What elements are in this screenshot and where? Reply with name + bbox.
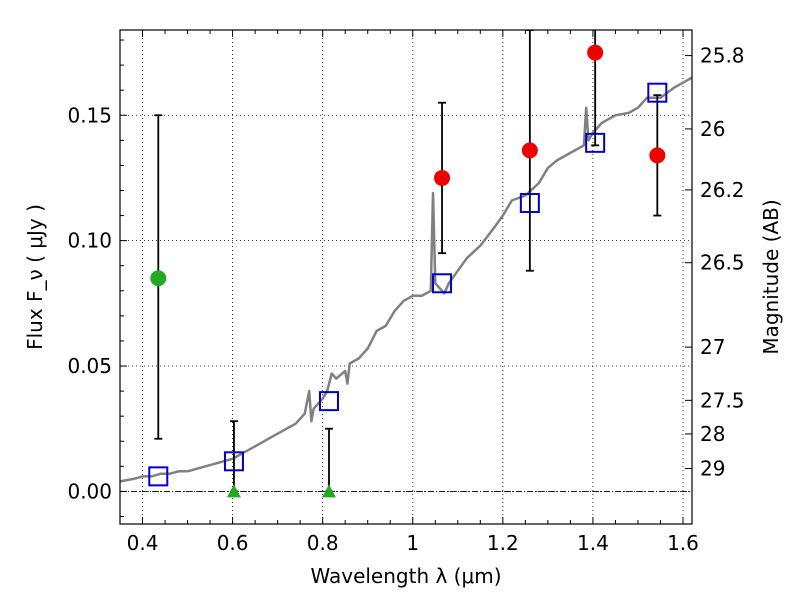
x-axis-label: Wavelength λ (μm): [310, 564, 501, 588]
right-tick-label: 29: [700, 457, 725, 481]
plot-clipped-group: [120, 30, 692, 498]
upper-limit-triangle: [226, 484, 241, 498]
model-photometry-square: [432, 273, 453, 294]
x-tick-label: 1.2: [487, 531, 519, 555]
green-data-point: [150, 270, 167, 287]
model-photometry-square: [223, 451, 244, 472]
right-tick-label: 26.2: [700, 178, 745, 202]
right-axis-label: Magnitude (AB): [759, 199, 783, 354]
detection-point: [434, 169, 451, 186]
right-tick-label: 25.8: [700, 44, 745, 68]
x-tick-label: 1.4: [577, 531, 609, 555]
y-tick-label: 0.05: [67, 354, 112, 378]
plot-area: [120, 30, 692, 498]
right-tick-label: 28: [700, 422, 725, 446]
detection-point: [649, 147, 666, 164]
right-tick-label: 26.5: [700, 251, 745, 275]
x-tick-label: 1: [406, 531, 419, 555]
right-tick-label: 27.5: [700, 388, 745, 412]
right-tick-label: 27: [700, 335, 725, 359]
ticks: 0.4 0.6 0.8 1 1.2 1.4 1.6 0.00 0.05 0.10 0.15 25.8 2…: [67, 30, 745, 555]
model-photometry-square: [647, 82, 668, 103]
y-tick-label: 0.00: [67, 479, 112, 503]
x-tick-label: 0.8: [307, 531, 339, 555]
model-photometry-square: [318, 391, 339, 412]
model-photometry-square: [148, 466, 169, 487]
plot-frame: [119, 29, 693, 525]
model-photometry-square: [585, 132, 606, 153]
detection-point: [587, 44, 604, 61]
right-tick-label: 26: [700, 117, 725, 141]
y-axis-label: Flux F_ν ( μJy ): [23, 204, 47, 350]
detection-point: [521, 142, 538, 159]
model-spectrum-line: [120, 76, 692, 483]
x-tick-label: 1.6: [667, 531, 699, 555]
x-tick-label: 0.4: [127, 531, 159, 555]
upper-limit-triangle: [321, 484, 336, 498]
x-tick-label: 0.6: [217, 531, 249, 555]
model-photometry-square: [519, 193, 540, 214]
y-tick-label: 0.10: [67, 229, 112, 253]
y-tick-label: 0.15: [67, 103, 112, 127]
